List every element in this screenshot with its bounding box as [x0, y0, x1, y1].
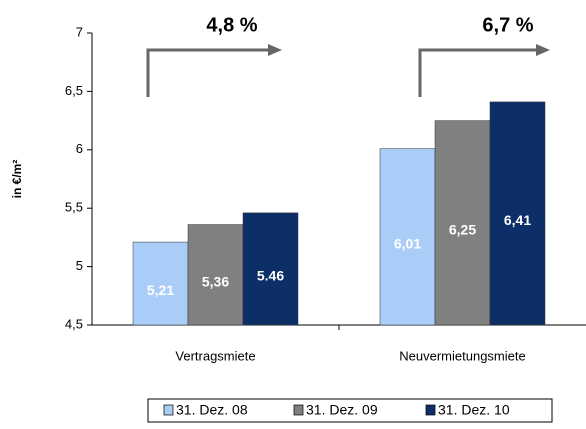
legend-box: [147, 398, 553, 423]
bar: [187, 224, 244, 326]
x-tick-label: Vertragsmiete: [175, 348, 255, 363]
y-tick-label: 5,5: [65, 200, 83, 215]
legend-label: 31. Dez. 09: [306, 402, 378, 418]
arrow-head: [268, 44, 282, 56]
legend-label: 31. Dez. 08: [176, 402, 248, 418]
y-tick-label: 6,5: [65, 83, 83, 98]
y-tick-label: 5: [76, 258, 83, 273]
arrow-head: [536, 44, 550, 56]
y-axis-label: in €/m²: [10, 160, 24, 199]
bar: [489, 101, 546, 326]
legend-swatch: [163, 404, 174, 416]
bar: [379, 148, 436, 326]
value-label: 5,21: [147, 282, 174, 298]
legend-swatch: [293, 404, 304, 416]
y-tick-label: 7: [76, 24, 83, 39]
annotation: 6,7 %: [482, 14, 533, 36]
value-label: 6,41: [504, 212, 531, 228]
value-label: 5,36: [202, 273, 229, 289]
value-label: 5.46: [257, 268, 284, 284]
x-tick-label: Neuvermietungsmiete: [399, 348, 525, 363]
legend-label: 31. Dez. 10: [438, 402, 510, 418]
bar: [242, 212, 299, 326]
bar: [434, 120, 491, 326]
arrow: [146, 48, 272, 97]
y-tick-label: 6: [76, 141, 83, 156]
annotation: 4,8 %: [206, 14, 257, 36]
value-label: 6,25: [449, 222, 476, 238]
y-tick-label: 4,5: [65, 316, 83, 331]
legend-swatch: [425, 404, 436, 416]
arrows: [146, 48, 540, 97]
arrow: [418, 48, 540, 97]
value-label: 6,01: [394, 236, 421, 252]
